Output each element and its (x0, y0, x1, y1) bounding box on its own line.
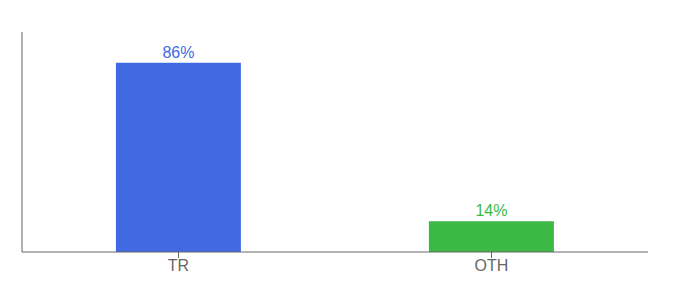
svg-text:TR: TR (168, 257, 189, 274)
svg-text:14%: 14% (475, 202, 507, 219)
svg-text:OTH: OTH (475, 257, 509, 274)
svg-text:86%: 86% (162, 44, 194, 61)
